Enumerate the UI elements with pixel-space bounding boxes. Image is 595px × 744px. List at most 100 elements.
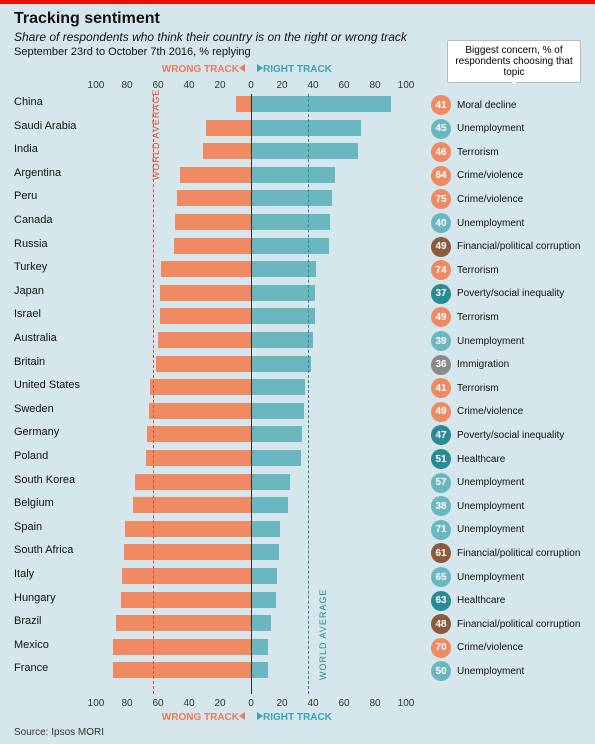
wrong-track-bar bbox=[175, 214, 251, 230]
chart-title: Tracking sentiment bbox=[14, 10, 160, 28]
right-track-bar bbox=[251, 592, 276, 608]
concern-percent-badge: 40 bbox=[431, 213, 451, 233]
concern-label: Financial/political corruption bbox=[457, 619, 580, 630]
concern-row: 75Crime/violence bbox=[431, 188, 581, 210]
wrong-track-bar bbox=[121, 592, 251, 608]
concern-row: 64Crime/violence bbox=[431, 165, 581, 187]
concern-row: 50Unemployment bbox=[431, 660, 581, 682]
bar-row: Mexico bbox=[14, 637, 406, 659]
concern-percent-badge: 37 bbox=[431, 284, 451, 304]
right-track-bar bbox=[251, 356, 311, 372]
wrong-track-bar bbox=[156, 356, 251, 372]
axis-tick: 100 bbox=[88, 698, 105, 709]
bar-row: Israel bbox=[14, 306, 406, 328]
concern-label: Immigration bbox=[457, 359, 509, 370]
bar-row: Australia bbox=[14, 330, 406, 352]
right-track-bar bbox=[251, 497, 288, 513]
right-track-bar bbox=[251, 190, 332, 206]
world-average-right-line bbox=[308, 94, 309, 694]
concern-label: Financial/political corruption bbox=[457, 548, 580, 559]
concern-percent-badge: 48 bbox=[431, 614, 451, 634]
bar-row: Turkey bbox=[14, 259, 406, 281]
chart-subtitle: Share of respondents who think their cou… bbox=[14, 30, 407, 44]
wrong-track-bar bbox=[174, 238, 252, 254]
axis-tick: 100 bbox=[398, 698, 415, 709]
bar-row: South Africa bbox=[14, 542, 406, 564]
right-track-bar bbox=[251, 450, 301, 466]
right-track-bar bbox=[251, 615, 271, 631]
axis-tick: 80 bbox=[369, 80, 380, 91]
country-label: Poland bbox=[14, 450, 48, 462]
concern-row: 49Financial/political corruption bbox=[431, 236, 581, 258]
concern-percent-badge: 41 bbox=[431, 378, 451, 398]
concern-percent-badge: 46 bbox=[431, 142, 451, 162]
concern-label: Unemployment bbox=[457, 336, 524, 347]
concern-label: Unemployment bbox=[457, 501, 524, 512]
axis-tick: 20 bbox=[214, 698, 225, 709]
right-track-bar bbox=[251, 167, 335, 183]
concern-row: 49Terrorism bbox=[431, 306, 581, 328]
wrong-track-bar bbox=[113, 639, 251, 655]
country-label: Spain bbox=[14, 521, 42, 533]
concern-label: Poverty/social inequality bbox=[457, 288, 564, 299]
chart-dateline: September 23rd to October 7th 2016, % re… bbox=[14, 46, 251, 58]
country-label: Australia bbox=[14, 332, 57, 344]
top-rule bbox=[0, 0, 595, 4]
concern-percent-badge: 57 bbox=[431, 473, 451, 493]
country-label: Sweden bbox=[14, 403, 54, 415]
concern-label: Terrorism bbox=[457, 265, 499, 276]
axis-tick: 40 bbox=[307, 80, 318, 91]
axis-tick: 80 bbox=[121, 698, 132, 709]
concern-percent-badge: 51 bbox=[431, 449, 451, 469]
bar-row: France bbox=[14, 660, 406, 682]
axis-tick: 20 bbox=[276, 80, 287, 91]
wrong-track-bar bbox=[160, 308, 251, 324]
axis-tick: 40 bbox=[183, 80, 194, 91]
concern-label: Poverty/social inequality bbox=[457, 430, 564, 441]
country-label: Turkey bbox=[14, 261, 47, 273]
concern-label: Unemployment bbox=[457, 123, 524, 134]
wrong-track-bar bbox=[160, 285, 251, 301]
wrong-track-label: WRONG TRACK bbox=[162, 64, 247, 75]
right-track-bar bbox=[251, 238, 329, 254]
concern-label: Financial/political corruption bbox=[457, 241, 580, 252]
concern-row: 41Moral decline bbox=[431, 94, 581, 116]
concern-percent-badge: 74 bbox=[431, 260, 451, 280]
concern-percent-badge: 71 bbox=[431, 520, 451, 540]
right-track-bar bbox=[251, 639, 268, 655]
country-label: Canada bbox=[14, 214, 53, 226]
concern-label: Terrorism bbox=[457, 383, 499, 394]
axis-tick: 0 bbox=[248, 698, 254, 709]
concern-percent-badge: 47 bbox=[431, 425, 451, 445]
concern-label: Unemployment bbox=[457, 477, 524, 488]
wrong-track-bar bbox=[113, 662, 251, 678]
concern-percent-badge: 65 bbox=[431, 567, 451, 587]
axis-tick: 60 bbox=[152, 698, 163, 709]
wrong-track-bar bbox=[133, 497, 251, 513]
wrong-track-bar bbox=[125, 521, 251, 537]
concern-percent-badge: 49 bbox=[431, 402, 451, 422]
concern-percent-badge: 64 bbox=[431, 166, 451, 186]
axis-tick: 60 bbox=[338, 698, 349, 709]
concern-label: Crime/violence bbox=[457, 194, 523, 205]
right-track-bar bbox=[251, 403, 304, 419]
bar-row: Germany bbox=[14, 424, 406, 446]
world-average-right-label: WORLD AVERAGE bbox=[318, 589, 328, 680]
concern-percent-badge: 49 bbox=[431, 307, 451, 327]
right-track-bar bbox=[251, 214, 330, 230]
right-track-bar bbox=[251, 426, 302, 442]
axis-tick: 60 bbox=[338, 80, 349, 91]
right-track-bar bbox=[251, 379, 305, 395]
bar-row: Italy bbox=[14, 566, 406, 588]
concern-label: Unemployment bbox=[457, 666, 524, 677]
country-label: Saudi Arabia bbox=[14, 120, 76, 132]
wrong-track-bar bbox=[150, 379, 251, 395]
axis-tick: 40 bbox=[183, 698, 194, 709]
concern-label: Crime/violence bbox=[457, 406, 523, 417]
country-label: Argentina bbox=[14, 167, 61, 179]
bar-row: Britain bbox=[14, 354, 406, 376]
source-line: Source: Ipsos MORI bbox=[14, 727, 104, 738]
right-track-bar bbox=[251, 662, 268, 678]
country-label: Mexico bbox=[14, 639, 49, 651]
wrong-track-bar bbox=[161, 261, 251, 277]
